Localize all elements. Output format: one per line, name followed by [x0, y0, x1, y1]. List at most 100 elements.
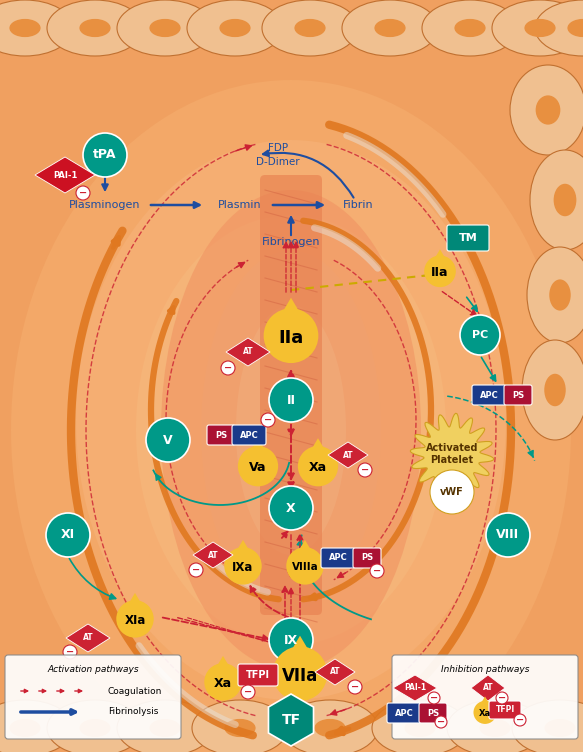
FancyBboxPatch shape — [447, 225, 489, 251]
Circle shape — [116, 600, 154, 638]
Ellipse shape — [492, 0, 583, 56]
Text: APC: APC — [395, 708, 413, 717]
Ellipse shape — [524, 19, 556, 37]
Circle shape — [269, 378, 313, 422]
Polygon shape — [118, 593, 152, 621]
Ellipse shape — [219, 19, 251, 37]
Ellipse shape — [224, 719, 255, 737]
Ellipse shape — [79, 719, 111, 737]
Text: IIa: IIa — [278, 329, 304, 347]
Polygon shape — [410, 414, 494, 497]
Text: TFPI: TFPI — [246, 670, 270, 680]
Text: VIIIa: VIIIa — [292, 562, 318, 572]
Ellipse shape — [510, 65, 583, 155]
Circle shape — [241, 685, 255, 699]
Ellipse shape — [527, 247, 583, 343]
Ellipse shape — [554, 183, 577, 217]
Polygon shape — [275, 635, 325, 678]
Circle shape — [496, 692, 508, 704]
Text: AT: AT — [330, 668, 340, 677]
Ellipse shape — [454, 19, 486, 37]
Ellipse shape — [447, 700, 543, 752]
Ellipse shape — [136, 215, 446, 645]
Text: AT: AT — [208, 550, 218, 559]
Text: V: V — [163, 433, 173, 447]
FancyBboxPatch shape — [353, 548, 381, 568]
Text: PAI-1: PAI-1 — [404, 684, 426, 693]
Circle shape — [435, 716, 447, 728]
Ellipse shape — [201, 250, 381, 610]
Text: TFPI: TFPI — [496, 705, 515, 714]
Polygon shape — [35, 157, 95, 193]
Circle shape — [76, 186, 90, 200]
Circle shape — [473, 701, 497, 724]
Text: TM: TM — [459, 233, 477, 243]
Ellipse shape — [314, 719, 346, 737]
Circle shape — [286, 547, 324, 584]
Circle shape — [460, 315, 500, 355]
Ellipse shape — [535, 0, 583, 56]
FancyBboxPatch shape — [260, 175, 322, 615]
Ellipse shape — [422, 0, 518, 56]
Text: −: − — [224, 363, 232, 373]
Ellipse shape — [9, 719, 41, 737]
Ellipse shape — [549, 280, 571, 311]
Text: D-Dimer: D-Dimer — [256, 157, 300, 167]
Text: APC: APC — [480, 390, 498, 399]
Polygon shape — [315, 659, 355, 685]
Ellipse shape — [76, 140, 506, 700]
Text: PS: PS — [512, 390, 524, 399]
Polygon shape — [471, 675, 505, 701]
Polygon shape — [66, 624, 110, 652]
FancyBboxPatch shape — [504, 385, 532, 405]
Circle shape — [430, 470, 474, 514]
Ellipse shape — [149, 719, 181, 737]
FancyBboxPatch shape — [489, 701, 521, 719]
FancyBboxPatch shape — [321, 548, 355, 568]
Circle shape — [83, 133, 127, 177]
Text: −: − — [244, 687, 252, 697]
Ellipse shape — [161, 190, 421, 670]
Circle shape — [204, 663, 242, 701]
Text: VIIa: VIIa — [282, 666, 318, 684]
Ellipse shape — [512, 700, 583, 752]
Text: −: − — [498, 693, 506, 703]
Text: −: − — [516, 715, 524, 725]
FancyBboxPatch shape — [387, 703, 421, 723]
Text: −: − — [66, 647, 74, 657]
Circle shape — [269, 486, 313, 530]
Text: X: X — [286, 502, 296, 514]
Polygon shape — [266, 298, 316, 339]
Ellipse shape — [117, 700, 213, 752]
Text: IIa: IIa — [431, 266, 449, 279]
Circle shape — [221, 361, 235, 375]
Polygon shape — [393, 675, 437, 701]
Text: FDP: FDP — [268, 143, 288, 153]
Polygon shape — [226, 338, 270, 366]
Circle shape — [238, 446, 278, 487]
Text: Activation pathways: Activation pathways — [47, 666, 139, 675]
Circle shape — [63, 645, 77, 659]
Text: TF: TF — [282, 713, 301, 727]
Ellipse shape — [536, 96, 560, 125]
Text: Fibrinogen: Fibrinogen — [262, 237, 320, 247]
Ellipse shape — [405, 719, 436, 737]
Circle shape — [424, 256, 456, 287]
Polygon shape — [193, 542, 233, 568]
Text: PS: PS — [215, 430, 227, 439]
Ellipse shape — [187, 0, 283, 56]
Text: PAI-1: PAI-1 — [53, 171, 77, 180]
Text: Fibrin: Fibrin — [343, 200, 373, 210]
Text: −: − — [437, 717, 445, 727]
Text: Va: Va — [250, 461, 267, 474]
Polygon shape — [300, 438, 336, 469]
Text: IXa: IXa — [232, 561, 254, 574]
Text: AT: AT — [243, 347, 253, 356]
Circle shape — [224, 547, 262, 584]
Text: vWF: vWF — [440, 487, 464, 497]
Text: tPA: tPA — [93, 148, 117, 162]
Text: II: II — [286, 393, 296, 407]
Ellipse shape — [545, 719, 575, 737]
Polygon shape — [288, 540, 322, 569]
Ellipse shape — [236, 305, 346, 555]
